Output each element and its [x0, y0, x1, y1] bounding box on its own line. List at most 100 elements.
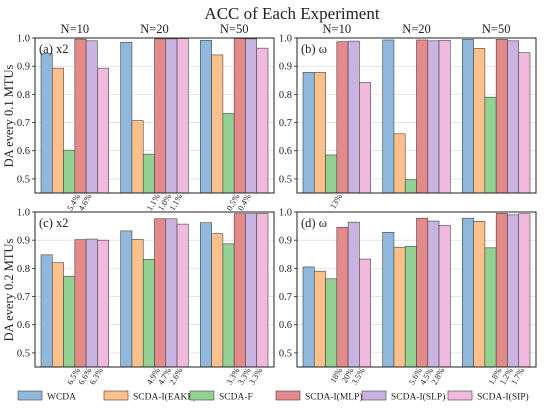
y-tick-label: 1.0	[279, 208, 292, 219]
bar-scda-i-sip--n20	[176, 223, 189, 368]
y-tick-label: 0.9	[279, 62, 292, 73]
improvement-annotation: 13%	[328, 192, 344, 211]
y-tick-label: 0.9	[17, 62, 30, 73]
bar-wcda-n20	[382, 231, 395, 368]
bar-scda-f-n10	[63, 275, 76, 368]
panel-1: 0.50.60.70.80.91.0N=10 N=20 N=50(a) x25.4%…	[17, 22, 275, 212]
y-tick-label: 1.0	[279, 34, 292, 45]
group-label: N=50	[220, 22, 249, 36]
y-tick-label: 0.8	[17, 90, 30, 101]
y-tick-label: 0.6	[17, 146, 30, 157]
bar-scda-i-sip--n50	[518, 213, 531, 368]
bar-scda-f-n50	[222, 113, 235, 194]
bar-scda-f-n20	[142, 153, 155, 194]
legend-swatch	[447, 390, 473, 401]
legend-swatch	[103, 390, 129, 401]
legend: WCDA SCDA-I(EAKF) SCDA-F SCDA-I(MLP) SCDA-I(…	[17, 390, 529, 403]
bar-scda-i-sip--n20	[438, 225, 451, 368]
panel-frame	[34, 37, 275, 194]
panel-label: (a) x2	[39, 42, 69, 56]
bar-scda-i-eakf--n50	[211, 233, 224, 368]
bar-scda-i-sip--n10	[97, 67, 109, 194]
figure-title: ACC of Each Experiment	[204, 4, 379, 23]
group-label: N=20	[140, 22, 169, 36]
y-tick-label: 0.8	[279, 90, 292, 101]
bar-scda-i-eakf--n20	[393, 133, 406, 194]
bar-scda-i-mlp--n10	[336, 41, 349, 194]
panel-frame	[34, 211, 275, 368]
bar-scda-f-n20	[142, 259, 155, 368]
bar-scda-i-mlp--n50	[233, 38, 246, 194]
bar-scda-i-eakf--n20	[131, 239, 144, 368]
y-tick-label: 0.9	[279, 236, 292, 247]
bar-scda-f-n10	[325, 154, 338, 194]
bar-scda-i-eakf--n10	[51, 262, 64, 368]
y-tick-label: 0.8	[279, 264, 292, 275]
bar-scda-i-slp--n10	[347, 221, 360, 368]
y-tick-label: 0.5	[279, 348, 292, 359]
bar-scda-i-slp--n50	[507, 40, 520, 194]
panel-4: 0.50.60.70.80.91.0(d) ω18%20%3.5% 5.6%4.5…	[279, 208, 537, 386]
bar-scda-i-eakf--n50	[473, 48, 486, 194]
bar-scda-i-slp--n10	[85, 238, 98, 368]
panel-label: (b) ω	[301, 42, 327, 56]
bar-scda-i-sip--n20	[438, 39, 451, 194]
bar-scda-i-slp--n10	[347, 40, 360, 194]
bar-scda-i-mlp--n10	[74, 38, 87, 194]
y-tick-label: 0.6	[279, 320, 292, 331]
group-label: N=10	[323, 22, 352, 36]
bar-scda-i-eakf--n10	[313, 270, 326, 368]
y-tick-label: 0.9	[17, 236, 30, 247]
bar-scda-i-sip--n50	[256, 47, 269, 194]
y-tick-label: 0.5	[17, 348, 30, 359]
y-tick-label: 1.0	[17, 34, 30, 45]
legend-label: SCDA-I(SIP)	[477, 392, 529, 403]
bar-wcda-n10	[40, 254, 53, 368]
legend-label: SCDA-I(MLP)	[305, 392, 363, 403]
bar-scda-i-sip--n10	[97, 239, 109, 368]
legend-swatch	[361, 390, 387, 401]
panel-frame	[296, 37, 537, 194]
bar-scda-f-n50	[484, 247, 497, 368]
bar-wcda-n10	[302, 266, 315, 368]
y-tick-label: 0.5	[279, 174, 292, 185]
bar-scda-i-eakf--n10	[51, 67, 64, 194]
y-tick-label: 0.5	[17, 174, 30, 185]
y-tick-label: 0.8	[17, 264, 30, 275]
y-tick-label: 0.6	[17, 320, 30, 331]
legend-label: SCDA-I(EAKF)	[133, 392, 196, 403]
bar-wcda-n50	[462, 217, 474, 368]
bar-scda-i-slp--n20	[165, 38, 178, 194]
bar-scda-i-slp--n20	[427, 220, 440, 368]
bar-scda-i-eakf--n20	[131, 120, 144, 194]
bar-scda-f-n20	[404, 246, 417, 368]
row-label-top: DA every 0.1 MTUs	[2, 64, 16, 167]
bar-wcda-n10	[40, 53, 53, 194]
bar-wcda-n20	[120, 41, 133, 194]
bar-scda-i-slp--n10	[85, 40, 98, 194]
bar-scda-f-n50	[222, 243, 235, 368]
bar-scda-i-mlp--n50	[233, 213, 246, 368]
y-tick-label: 0.7	[17, 292, 30, 303]
bar-scda-i-eakf--n20	[393, 246, 406, 368]
bar-scda-i-slp--n50	[507, 214, 520, 368]
y-tick-label: 1.0	[17, 208, 30, 219]
bar-wcda-n50	[462, 39, 474, 194]
y-tick-label: 0.6	[279, 146, 292, 157]
bar-scda-f-n20	[404, 179, 417, 194]
panel-frame	[296, 211, 537, 368]
bar-scda-i-mlp--n50	[495, 213, 508, 368]
legend-label: WCDA	[47, 393, 76, 403]
bar-wcda-n50	[200, 222, 212, 368]
bar-wcda-n10	[302, 72, 315, 194]
bar-scda-i-sip--n50	[518, 52, 531, 194]
legend-swatch	[189, 390, 215, 401]
bar-scda-i-mlp--n20	[416, 39, 429, 194]
y-tick-label: 0.7	[279, 118, 292, 129]
bar-scda-i-mlp--n20	[416, 217, 429, 368]
bar-scda-i-sip--n50	[256, 213, 269, 368]
bar-scda-f-n50	[484, 96, 497, 194]
bar-scda-f-n10	[325, 278, 338, 368]
bar-scda-i-slp--n20	[427, 40, 440, 194]
group-label: N=10	[61, 22, 90, 36]
